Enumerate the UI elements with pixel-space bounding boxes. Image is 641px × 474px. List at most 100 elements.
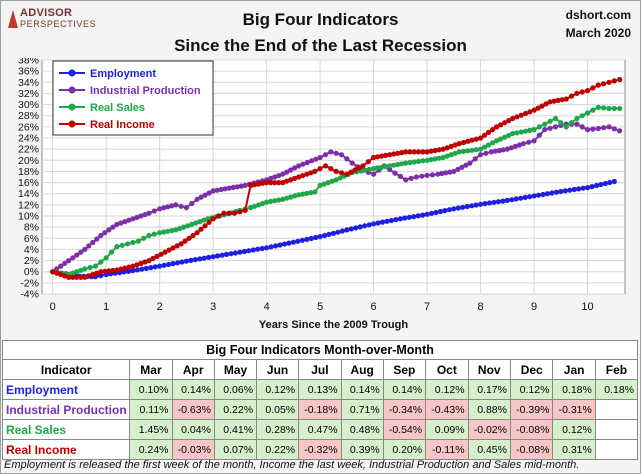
- series-point-1: [531, 138, 537, 144]
- series-point-0: [371, 221, 377, 227]
- series-point-1: [496, 147, 502, 154]
- series-point-1: [455, 166, 461, 172]
- series-point-3: [90, 271, 96, 278]
- series-point-1: [234, 184, 240, 190]
- series-point-2: [460, 148, 467, 154]
- series-point-2: [197, 219, 203, 225]
- series-point-2: [490, 140, 496, 146]
- series-point-1: [579, 124, 585, 130]
- series-point-2: [494, 138, 500, 144]
- series-point-3: [568, 93, 575, 99]
- series-point-3: [563, 96, 569, 102]
- series-point-0: [313, 234, 319, 241]
- series-point-2: [510, 130, 516, 137]
- series-point-0: [206, 254, 212, 260]
- table-cell: -0.43%: [425, 399, 469, 420]
- series-point-3: [559, 97, 565, 103]
- series-point-0: [491, 199, 497, 205]
- table-cell: 0.17%: [467, 379, 511, 400]
- series-point-1: [459, 164, 465, 170]
- series-point-2: [611, 105, 617, 112]
- series-point-1: [451, 168, 457, 174]
- series-point-1: [230, 184, 236, 190]
- series-point-0: [259, 245, 265, 252]
- table-cell: 0.05%: [256, 399, 300, 420]
- series-point-1: [218, 186, 224, 193]
- series-point-1: [178, 203, 184, 209]
- series-point-2: [321, 181, 327, 187]
- series-point-3: [424, 149, 430, 155]
- series-point-3: [365, 159, 371, 165]
- table-cell: 0.09%: [425, 419, 469, 440]
- series-point-2: [399, 161, 405, 167]
- table-cell: 0.12%: [509, 379, 554, 400]
- series-point-0: [219, 252, 225, 258]
- series-point-3: [178, 241, 184, 247]
- series-point-3: [371, 154, 377, 161]
- series-point-0: [411, 214, 417, 220]
- series-point-0: [611, 178, 617, 185]
- y-tick-label: 12%: [18, 199, 39, 211]
- series-point-3: [272, 180, 278, 186]
- series-point-3: [356, 165, 362, 171]
- series-point-3: [360, 163, 366, 169]
- legend-swatch-marker: [68, 86, 76, 94]
- series-point-3: [118, 266, 124, 272]
- row-label: Real Income: [1, 439, 131, 460]
- series-point-0: [602, 180, 609, 187]
- series-point-0: [268, 244, 274, 250]
- series-point-2: [502, 134, 508, 140]
- series-point-1: [419, 173, 425, 179]
- series-point-2: [411, 159, 417, 165]
- series-point-0: [179, 259, 185, 265]
- series-point-1: [66, 258, 72, 264]
- series-point-2: [146, 232, 152, 239]
- series-point-2: [292, 193, 298, 199]
- series-point-3: [601, 81, 607, 87]
- series-point-0: [593, 182, 600, 189]
- series-point-2: [391, 162, 397, 168]
- series-point-2: [420, 158, 426, 164]
- series-point-0: [549, 190, 555, 196]
- series-point-3: [86, 273, 92, 279]
- series-point-1: [126, 217, 132, 223]
- series-point-2: [375, 165, 381, 171]
- series-point-0: [157, 263, 163, 269]
- x-tick-label: 7: [424, 301, 430, 313]
- table-row: Industrial Production 0.11% -0.63% 0.22% 0.0…: [1, 399, 639, 420]
- table-cell: 0.18%: [594, 379, 639, 400]
- series-point-3: [312, 168, 318, 174]
- series-point-0: [495, 199, 501, 205]
- y-tick-label: -4%: [20, 289, 39, 301]
- series-point-3: [190, 232, 196, 239]
- series-point-0: [174, 260, 181, 266]
- series-point-1: [272, 174, 278, 180]
- column-header-indicator: Indicator: [1, 359, 131, 380]
- series-point-2: [161, 229, 167, 235]
- series-point-0: [344, 227, 350, 233]
- series-point-2: [177, 225, 183, 232]
- table-cell: 0.28%: [256, 419, 300, 440]
- table-cell: 0.07%: [213, 439, 258, 460]
- series-point-3: [522, 110, 529, 117]
- series-point-3: [198, 226, 204, 232]
- series-point-2: [518, 129, 524, 135]
- x-tick-label: 6: [371, 301, 377, 313]
- series-point-3: [50, 269, 56, 275]
- table-cell: -0.08%: [509, 439, 554, 460]
- legend-label: Industrial Production: [90, 85, 201, 97]
- series-point-3: [284, 178, 290, 184]
- x-tick-label: 5: [317, 301, 323, 313]
- table-cell: 0.24%: [129, 439, 173, 460]
- series-point-3: [162, 249, 168, 255]
- series-point-2: [531, 127, 537, 133]
- series-point-3: [452, 142, 458, 148]
- series-point-1: [110, 224, 116, 230]
- series-point-1: [165, 204, 171, 210]
- x-axis-label: Years Since the 2009 Trough: [259, 319, 408, 331]
- logo-line1: ADVISOR: [20, 7, 73, 19]
- table-cell: 0.48%: [340, 419, 384, 440]
- series-point-3: [308, 170, 314, 176]
- series-point-0: [446, 207, 452, 213]
- column-header-month: Apr: [171, 359, 215, 380]
